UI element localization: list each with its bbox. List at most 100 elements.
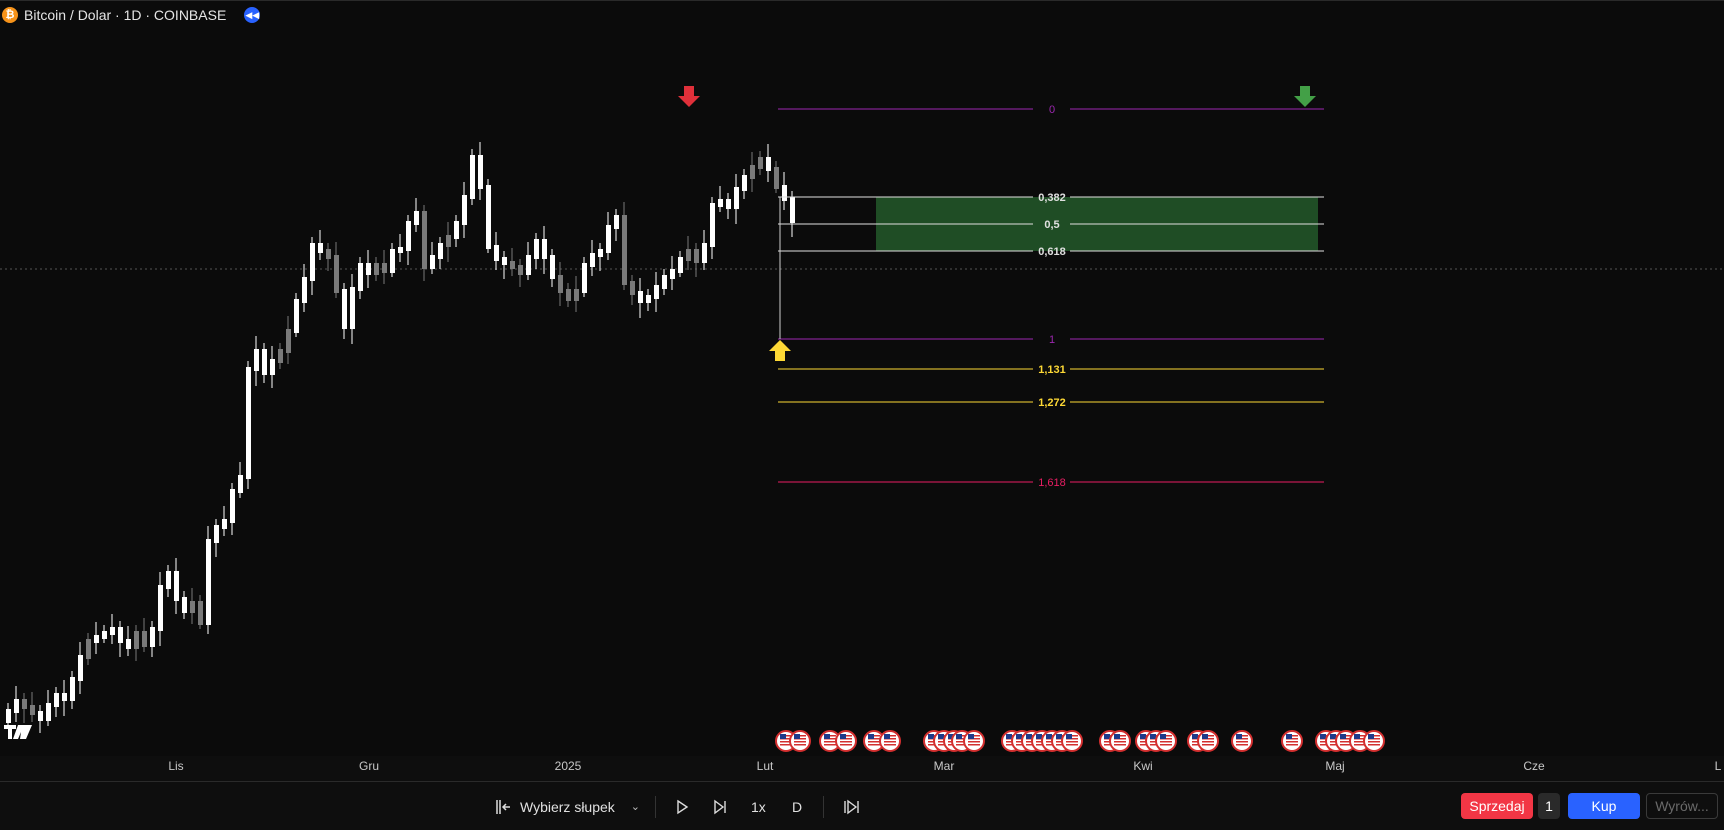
us-flag-event-icon: [1281, 730, 1303, 752]
select-bar-button[interactable]: Wybierz słupek ⌄: [494, 782, 640, 830]
us-flag-event-icon: [1061, 730, 1083, 752]
candle-body: [142, 631, 147, 647]
candle-body: [302, 277, 307, 303]
rewind-icon[interactable]: ◀◀: [244, 7, 261, 23]
candle-body: [494, 245, 499, 261]
candle-body: [102, 631, 107, 639]
chevron-down-icon[interactable]: ⌄: [630, 801, 641, 813]
candle-body: [654, 285, 659, 299]
speed-label: 1x: [751, 798, 766, 815]
candle-body: [350, 287, 355, 329]
candle-body: [78, 655, 83, 681]
fib-level-label: 0,382: [1038, 192, 1066, 204]
select-bar-label: Wybierz słupek: [520, 798, 615, 815]
play-button[interactable]: [674, 782, 690, 830]
time-label-nov: Lis: [168, 759, 184, 773]
candle-body: [734, 187, 739, 209]
candle-body: [574, 289, 579, 301]
candle-body: [782, 185, 787, 201]
candle-body: [326, 249, 331, 259]
candle-body: [750, 165, 755, 179]
candle-body: [502, 257, 507, 265]
play-icon: [677, 799, 689, 814]
step-forward-button[interactable]: [712, 782, 728, 830]
candle-body: [478, 155, 483, 189]
speed-button[interactable]: 1x: [751, 782, 766, 830]
buy-button[interactable]: Kup: [1568, 793, 1640, 819]
candle-body: [558, 275, 563, 293]
candle-body: [294, 299, 299, 333]
us-flag-event-icon: [963, 730, 985, 752]
candle-body: [46, 703, 51, 721]
candle-body: [790, 197, 795, 223]
select-bar-icon: [496, 799, 510, 814]
candle-body: [358, 263, 363, 291]
candle-body: [598, 249, 603, 257]
candle-body: [686, 249, 691, 261]
candle-body: [630, 281, 635, 295]
quantity-field[interactable]: 1: [1538, 793, 1560, 819]
candle-body: [566, 289, 571, 301]
candle-body: [206, 539, 211, 625]
candle-body: [14, 699, 19, 713]
candle-body: [366, 263, 371, 275]
fib-level-label: 1,131: [1038, 364, 1066, 376]
us-flag-event-icon: [879, 730, 901, 752]
replay-toolbar: Wybierz słupek ⌄ 1x D: [0, 781, 1724, 830]
candle-body: [606, 225, 611, 253]
candle-body: [22, 699, 27, 709]
interval-button[interactable]: D: [792, 782, 802, 830]
candle-body: [526, 255, 531, 275]
sell-arrow-icon: [678, 86, 700, 107]
candle-body: [54, 693, 59, 707]
candle-body: [718, 199, 723, 207]
candle-body: [766, 157, 771, 171]
buy-arrow-icon: [769, 340, 791, 361]
symbol-title[interactable]: Bitcoin / Dolar · 1D · COINBASE: [24, 7, 227, 23]
candle-body: [710, 203, 715, 247]
candle-body: [214, 525, 219, 543]
candle-body: [542, 239, 547, 259]
time-axis[interactable]: Lis Gru 2025 Lut Mar Kwi Maj Cze L: [0, 755, 1724, 777]
sell-button[interactable]: Sprzedaj: [1461, 793, 1533, 819]
candle-body: [238, 475, 243, 493]
price-chart[interactable]: 0 0,382 0,5 0,618 1 1,131 1,272 1,618 ₿ Bitcoin…: [0, 0, 1724, 756]
chart-canvas[interactable]: 0 0,382 0,5 0,618 1 1,131 1,272 1,618: [0, 1, 1724, 756]
time-label-mar: Mar: [933, 759, 955, 773]
candle-body: [398, 247, 403, 253]
candle-body: [166, 571, 171, 589]
candle-body: [534, 239, 539, 259]
jump-to-end-icon: [844, 799, 859, 814]
candle-body: [406, 221, 411, 251]
candle-body: [638, 291, 643, 303]
candle-body: [726, 199, 731, 209]
candle-body: [470, 155, 475, 199]
fib-level-label: 1: [1049, 334, 1055, 346]
divider: [823, 796, 824, 818]
advanced-order-button[interactable]: Wyrów...: [1646, 793, 1718, 819]
candle-body: [230, 489, 235, 523]
candle-body: [158, 585, 163, 631]
step-forward-icon: [714, 799, 726, 814]
candle-body: [86, 639, 91, 659]
candle-body: [622, 215, 627, 285]
jump-to-realtime-button[interactable]: [843, 782, 861, 830]
symbol-legend: ₿ Bitcoin / Dolar · 1D · COINBASE ◀◀: [2, 7, 261, 23]
fib-level-label: 0,5: [1044, 219, 1059, 231]
down-arrow-icon: [1294, 86, 1316, 107]
candle-body: [174, 571, 179, 601]
candle-body: [670, 269, 675, 279]
candle-body: [334, 255, 339, 293]
divider: [655, 796, 656, 818]
candle-body: [462, 195, 467, 225]
candle-body: [190, 601, 195, 613]
candle-body: [126, 639, 131, 649]
us-flag-event-icon: [789, 730, 811, 752]
fib-level-label: 1,272: [1038, 397, 1066, 409]
candle-body: [30, 705, 35, 715]
candle-body: [70, 677, 75, 701]
time-label-jun: Cze: [1523, 759, 1545, 773]
candle-body: [310, 243, 315, 281]
candle-body: [774, 167, 779, 189]
candle-body: [742, 175, 747, 191]
